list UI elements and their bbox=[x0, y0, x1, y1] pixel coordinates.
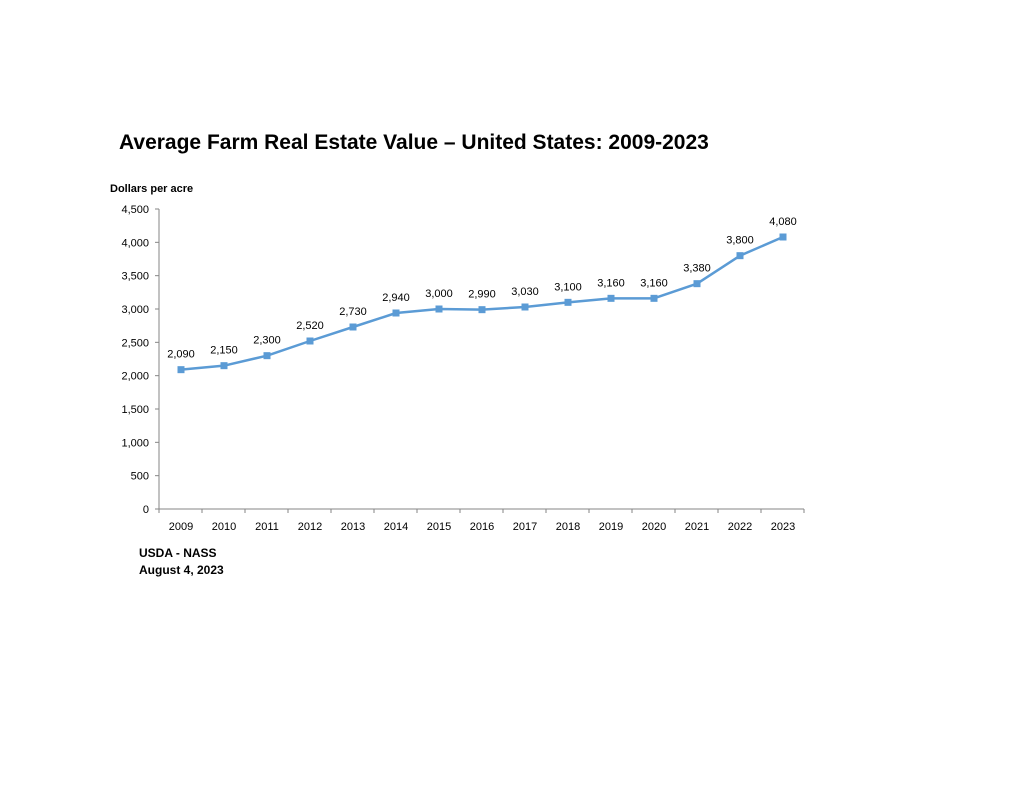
x-axis-ticks: 2009 2010 2011 2012 2013 2014 2015 2016 2017 2018… bbox=[158, 509, 805, 533]
data-point-marker bbox=[220, 362, 228, 370]
source-text: USDA - NASS bbox=[139, 546, 217, 560]
data-point-marker bbox=[435, 305, 443, 313]
x-tick-label: 2019 bbox=[599, 521, 623, 533]
x-tick-label: 2021 bbox=[685, 521, 709, 533]
data-label: 3,160 bbox=[640, 277, 668, 289]
data-label: 3,800 bbox=[726, 235, 754, 247]
data-point-marker bbox=[521, 303, 529, 311]
x-tick-label: 2010 bbox=[212, 521, 236, 533]
y-tick-label: 1,000 bbox=[121, 437, 149, 449]
x-tick-label: 2017 bbox=[513, 521, 537, 533]
y-axis-label: Dollars per acre bbox=[110, 183, 194, 195]
data-point-marker bbox=[736, 252, 744, 260]
data-label: 2,090 bbox=[167, 349, 195, 361]
y-tick-label: 4,000 bbox=[121, 237, 149, 249]
data-point-marker bbox=[306, 337, 314, 345]
data-label: 4,080 bbox=[769, 216, 797, 228]
y-tick-label: 500 bbox=[131, 471, 149, 483]
data-point-marker bbox=[177, 366, 185, 374]
data-point-marker bbox=[693, 280, 701, 288]
x-tick-label: 2018 bbox=[556, 521, 580, 533]
data-label: 2,300 bbox=[253, 335, 281, 347]
data-point-marker bbox=[263, 352, 271, 360]
data-point-marker bbox=[779, 233, 787, 241]
data-point-marker bbox=[349, 323, 357, 331]
x-tick-label: 2013 bbox=[341, 521, 365, 533]
y-tick-label: 3,500 bbox=[121, 271, 149, 283]
data-point-marker bbox=[392, 309, 400, 317]
y-tick-label: 2,000 bbox=[121, 371, 149, 383]
x-tick-label: 2011 bbox=[255, 521, 279, 533]
data-label: 2,150 bbox=[210, 345, 238, 357]
y-tick-label: 1,500 bbox=[121, 404, 149, 416]
x-tick-label: 2020 bbox=[642, 521, 666, 533]
y-axis-ticks: 0 500 1,000 1,500 2,000 2,500 3,000 3,500 4,000 4… bbox=[121, 204, 159, 516]
data-point-marker bbox=[564, 298, 572, 306]
x-tick-label: 2009 bbox=[169, 521, 193, 533]
data-label: 3,030 bbox=[511, 286, 539, 298]
x-tick-label: 2022 bbox=[728, 521, 752, 533]
chart-title: Average Farm Real Estate Value – United … bbox=[119, 131, 709, 154]
x-tick-label: 2023 bbox=[771, 521, 795, 533]
x-tick-label: 2015 bbox=[427, 521, 451, 533]
date-text: August 4, 2023 bbox=[139, 563, 224, 577]
data-label: 2,940 bbox=[382, 292, 410, 304]
data-point-marker bbox=[478, 306, 486, 314]
data-label: 2,520 bbox=[296, 320, 324, 332]
series-group bbox=[177, 233, 787, 374]
x-tick-label: 2014 bbox=[384, 521, 408, 533]
x-tick-label: 2016 bbox=[470, 521, 494, 533]
y-tick-label: 4,500 bbox=[121, 204, 149, 216]
data-label: 2,990 bbox=[468, 289, 496, 301]
data-point-marker bbox=[650, 294, 658, 302]
data-labels: 2,090 2,150 2,300 2,520 2,730 2,940 3,000 2,990… bbox=[167, 216, 797, 361]
y-tick-label: 3,000 bbox=[121, 304, 149, 316]
data-point-marker bbox=[607, 294, 615, 302]
x-tick-label: 2012 bbox=[298, 521, 322, 533]
chart-axes bbox=[158, 209, 804, 510]
series-line bbox=[180, 235, 784, 371]
data-label: 3,100 bbox=[554, 281, 582, 293]
y-tick-label: 0 bbox=[143, 504, 149, 516]
data-label: 2,730 bbox=[339, 306, 367, 318]
data-label: 3,000 bbox=[425, 288, 453, 300]
data-label: 3,160 bbox=[597, 277, 625, 289]
y-tick-label: 2,500 bbox=[121, 337, 149, 349]
data-label: 3,380 bbox=[683, 263, 711, 275]
